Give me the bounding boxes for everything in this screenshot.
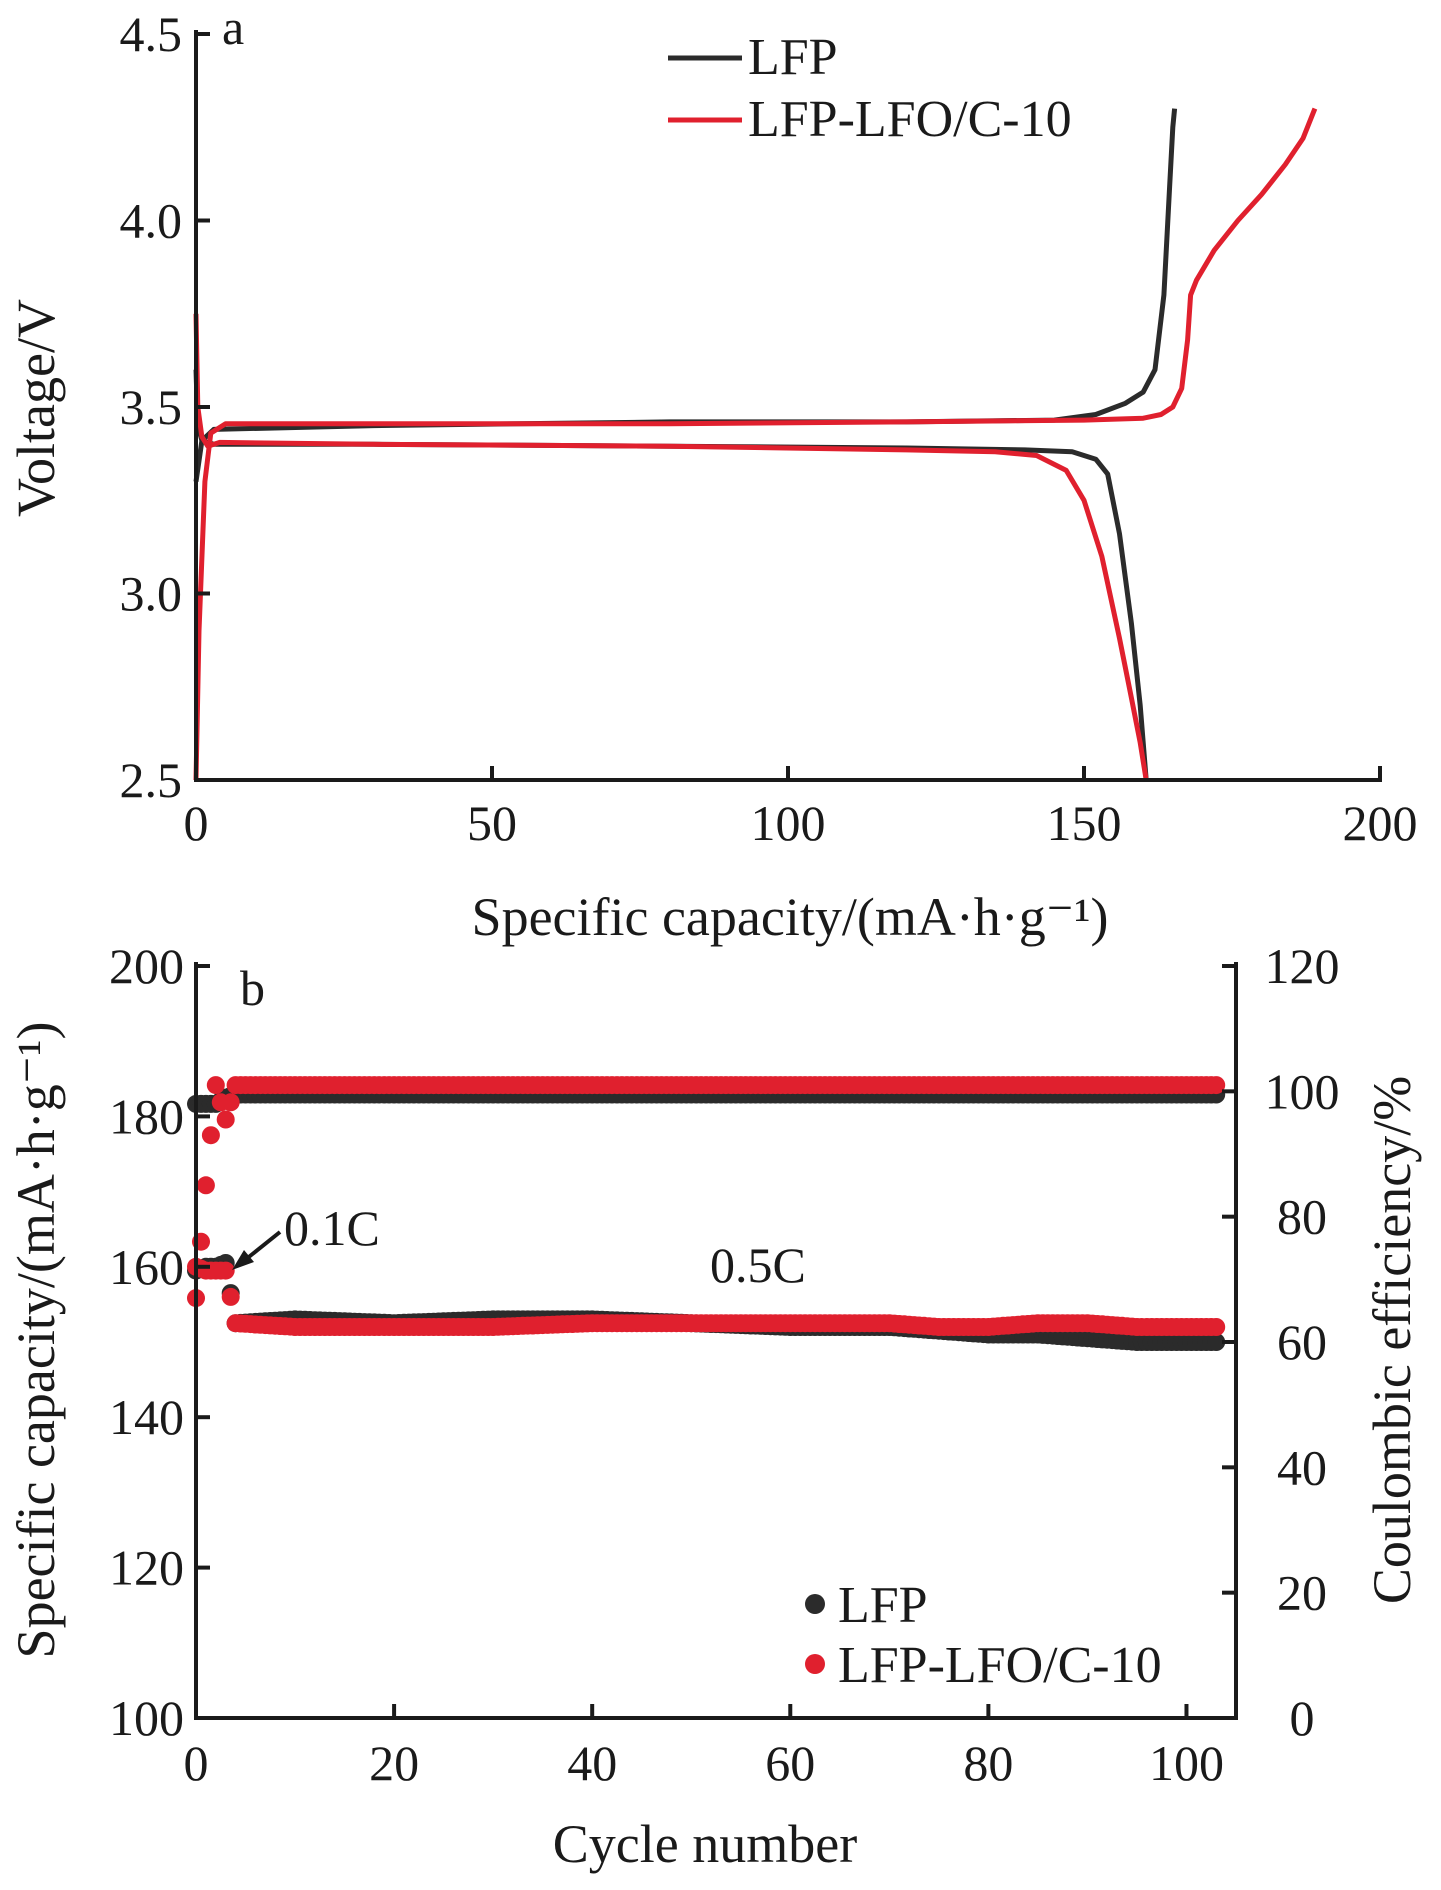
panel-a-y-ticks: 2.5 3.0 3.5 4.0 4.5 [120, 6, 210, 808]
series-lfp-lfo-c-10-points [187, 1076, 1226, 1336]
x-tick-label: 150 [1047, 795, 1122, 851]
series-lfp-lfo-c-10-charge-curve [193, 107, 1318, 781]
annotation-0.1c: 0.1C [284, 1200, 380, 1256]
capacity-point [216, 1261, 235, 1280]
y-tick-label: 100 [109, 1690, 184, 1746]
panel-b-label: b [240, 960, 265, 1016]
x-tick-label: 50 [467, 795, 517, 851]
series-lfp-charge-curve [193, 108, 1178, 482]
panel-a-legend: LFP LFP-LFO/C-10 [668, 29, 1072, 148]
legend-label-lfp-lfo: LFP-LFO/C-10 [838, 1637, 1162, 1694]
y2-tick-label: 120 [1265, 938, 1340, 994]
panel-a-x-axis-title: Specific capacity/(mA·h·g⁻¹) [472, 887, 1109, 947]
y-tick-label: 160 [109, 1239, 184, 1295]
x-tick-label: 0 [184, 795, 209, 851]
y2-tick-label: 40 [1277, 1439, 1327, 1495]
panel-a-x-ticks: 0 50 100 150 200 [184, 766, 1418, 851]
legend-label-lfp: LFP [748, 29, 838, 86]
panel-a-voltage-chart: 0 50 100 150 200 2.5 3.0 3.5 4.0 4.5 a Specific … [6, 0, 1418, 947]
x-tick-label: 20 [369, 1735, 419, 1791]
capacity-point [1207, 1333, 1226, 1351]
annotation-arrow-head [232, 1250, 254, 1270]
panel-b-left-y-ticks: 100 120 140 160 180 200 [109, 938, 210, 1746]
x-tick-label: 60 [765, 1735, 815, 1791]
y2-tick-label: 60 [1277, 1314, 1327, 1370]
series-lfp-lfo-c-10-discharge-curve [193, 313, 1149, 781]
x-tick-label: 40 [567, 1735, 617, 1791]
y-tick-label: 140 [109, 1389, 184, 1445]
legend-label-lfp-lfo: LFP-LFO/C-10 [748, 91, 1072, 148]
x-tick-label: 100 [751, 795, 826, 851]
x-tick-label: 100 [1149, 1735, 1224, 1791]
annotation-arrow [232, 1230, 282, 1270]
y-tick-label: 200 [109, 938, 184, 994]
panel-a-y-axis-title: Voltage/V [6, 299, 66, 517]
series-lfp-discharge-curve [193, 369, 1149, 781]
capacity-point [1207, 1318, 1226, 1336]
y-tick-label: 180 [109, 1088, 184, 1144]
y2-tick-label: 0 [1290, 1690, 1315, 1746]
panel-a-label: a [222, 0, 244, 55]
efficiency-point [221, 1093, 240, 1112]
x-tick-label: 80 [963, 1735, 1013, 1791]
panel-b-x-ticks: 0 20 40 60 80 100 [184, 1704, 1224, 1791]
y-tick-label: 3.0 [120, 566, 183, 622]
panel-b-right-y-ticks: 0 20 40 60 80 100 120 [1222, 938, 1340, 1746]
y2-tick-label: 80 [1277, 1189, 1327, 1245]
y-tick-label: 4.0 [120, 193, 183, 249]
panel-b-cycling-chart: 0 20 40 60 80 100 100 120 140 160 180 200 0 20 40 60 8… [6, 938, 1422, 1874]
panel-b-x-axis-title: Cycle number [553, 1814, 857, 1874]
y2-tick-label: 20 [1277, 1565, 1327, 1621]
panel-b-legend: LFP LFP-LFO/C-10 [805, 1577, 1162, 1694]
y2-tick-label: 100 [1265, 1063, 1340, 1119]
panel-a-series-group [193, 107, 1318, 781]
panel-b-right-y-axis-title: Coulombic efficiency/% [1362, 1076, 1422, 1604]
y-tick-label: 120 [109, 1540, 184, 1596]
panel-b-left-y-axis-title: Specific capacity/(mA·h·g⁻¹) [6, 1022, 66, 1659]
x-tick-label: 200 [1343, 795, 1418, 851]
efficiency-point [216, 1110, 235, 1129]
legend-label-lfp: LFP [838, 1577, 928, 1634]
x-tick-label: 0 [184, 1735, 209, 1791]
efficiency-point [1207, 1076, 1226, 1095]
y-tick-label: 2.5 [120, 752, 183, 808]
legend-marker-lfp-lfo [805, 1654, 825, 1674]
capacity-point [221, 1287, 240, 1306]
efficiency-point [201, 1126, 220, 1145]
y-tick-label: 3.5 [120, 379, 183, 435]
efficiency-point [196, 1176, 215, 1195]
efficiency-point [206, 1076, 225, 1095]
panel-b-series-group [187, 1076, 1226, 1351]
y-tick-label: 4.5 [120, 6, 183, 62]
annotation-0.5c: 0.5C [710, 1237, 806, 1293]
legend-marker-lfp [805, 1594, 825, 1614]
